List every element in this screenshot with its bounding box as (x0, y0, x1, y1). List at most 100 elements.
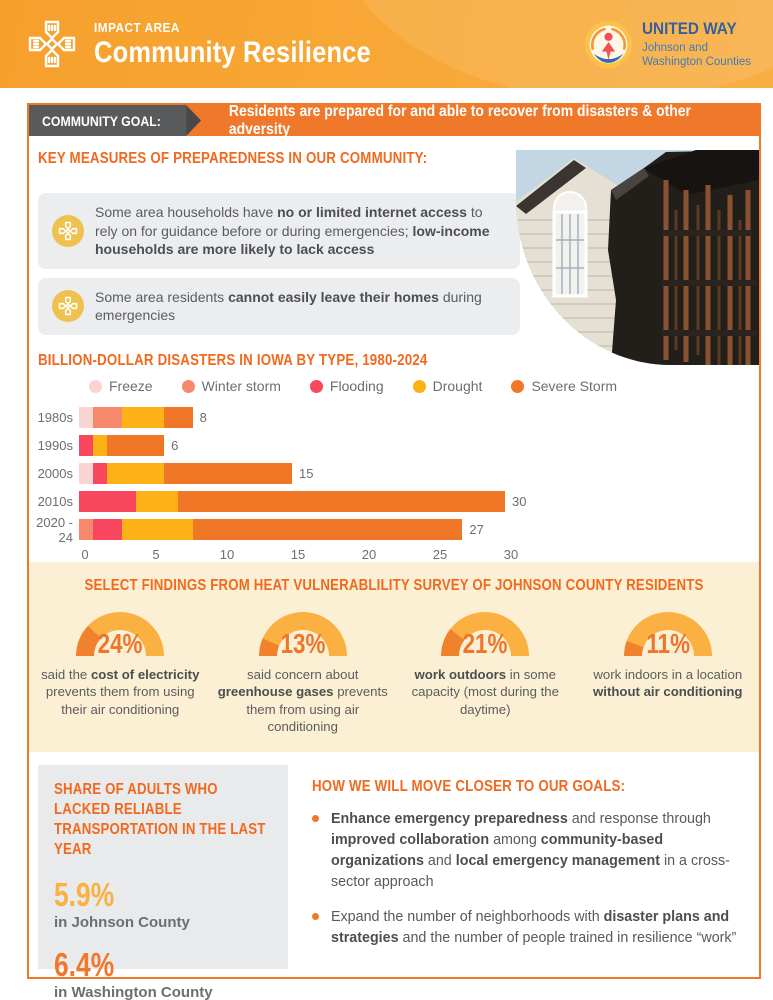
chart-category-label: 2000s (37, 466, 73, 482)
bullet-text: Enhance emergency preparedness and respo… (331, 809, 739, 892)
bottom-section: SHARE OF ADULTS WHO LACKED RELIABLE TRAN… (29, 752, 759, 1000)
chart-x-axis: 0 5 10 15 20 25 30 (81, 547, 518, 563)
text-run: in some capacity (most during the daytim… (411, 667, 559, 717)
x-axis-tick-label: 5 (152, 547, 160, 563)
gauge-value: 13% (280, 628, 326, 659)
united-way-logo: UNITED WAY Johnson and Washington Counti… (584, 19, 757, 69)
x-axis-tick-label: 20 (361, 547, 377, 563)
bar-segment-severe-storm (164, 463, 292, 485)
text-run: improved collaboration (331, 831, 490, 848)
callout-text: Some area households have no or limited … (95, 203, 506, 259)
gauge-value: 24% (97, 628, 143, 659)
bar-segment-winter-storm (93, 407, 122, 429)
bar-segment-severe-storm (192, 519, 463, 541)
text-run: cannot easily leave their homes (228, 288, 439, 305)
stacked-bar (79, 491, 505, 513)
chart-row: 2010s 30 (29, 491, 759, 513)
bullet-dot-icon (312, 815, 319, 822)
legend-item: Winter storm (181, 378, 281, 394)
callout-internet-access: Some area households have no or limited … (38, 193, 520, 269)
text-run: among (489, 831, 541, 848)
logo-org-text: Johnson and Washington Counties (642, 41, 751, 68)
chart-row: 1980s 8 (29, 407, 759, 429)
bar-segment-flooding (79, 435, 94, 457)
gauge-column: 21% work outdoors in some capacity (most … (394, 612, 577, 736)
bar-segment-severe-storm (178, 491, 505, 513)
gauge-caption: said concern about greenhouse gases prev… (217, 666, 390, 736)
text-run: prevents them from using air conditionin… (246, 684, 388, 735)
x-axis-tick-label: 15 (290, 547, 306, 563)
bar-segment-drought (107, 463, 165, 485)
legend-item: Severe Storm (511, 378, 617, 394)
gauge-value: 21% (462, 628, 508, 659)
goals-forward-block: HOW WE WILL MOVE CLOSER TO OUR GOALS: En… (312, 765, 739, 977)
logo-brand-text: UNITED WAY (642, 18, 737, 38)
text-run: during emergencies (95, 288, 482, 324)
goal-bullet: Expand the number of neighborhoods with … (312, 907, 739, 949)
text-run: local emergency management (455, 852, 660, 869)
stat-label: in Johnson County (54, 913, 190, 931)
text-run: greenhouse gases (217, 684, 334, 700)
goals-bullet-list: Enhance emergency preparedness and respo… (312, 809, 739, 949)
chevron-right-icon (186, 105, 202, 136)
text-run: low-income households are more likely to… (95, 222, 490, 258)
x-axis-tick-label: 25 (432, 547, 448, 563)
bar-segment-drought (93, 435, 108, 457)
chart-row: 1990s 6 (29, 435, 759, 457)
x-axis-tick-label: 10 (219, 547, 235, 563)
stat-washington-county: 6.4% in Washington County (54, 948, 272, 1000)
bar-total-label: 8 (199, 410, 207, 426)
stat-value: 6.4% (54, 945, 115, 983)
text-run: said the (41, 667, 91, 682)
bar-total-label: 30 (511, 494, 527, 510)
stat-label: in Washington County (54, 983, 213, 1000)
community-goal-label: COMMUNITY GOAL: (29, 105, 187, 136)
text-run: disaster plans and strategies (331, 909, 730, 947)
x-axis-tick-label: 30 (503, 547, 519, 563)
helping-hands-cross-icon (52, 290, 84, 323)
bar-total-label: 27 (469, 522, 484, 538)
bar-segment-drought (121, 519, 193, 541)
legend-label: Drought (432, 378, 483, 395)
bar-total-label: 6 (171, 438, 179, 454)
bar-segment-flooding (79, 491, 136, 513)
heat-survey-section: SELECT FINDINGS FROM HEAT VULNERABLILITY… (29, 562, 759, 752)
text-run: Some area households have (95, 204, 278, 220)
bullet-dot-icon (312, 913, 319, 921)
callout-text: Some area residents cannot easily leave … (95, 288, 506, 325)
legend-dot-icon (181, 379, 195, 393)
text-run: work indoors in a location (593, 667, 743, 682)
legend-item: Drought (412, 378, 483, 395)
x-axis-tick-label: 0 (81, 547, 89, 563)
community-goal-text: Residents are prepared for and able to r… (228, 102, 692, 138)
legend-label: Freeze (109, 378, 153, 395)
gauge-caption: said the cost of electricity prevents th… (34, 666, 207, 718)
bar-segment-flooding (93, 463, 108, 485)
bar-total-label: 15 (298, 466, 314, 482)
chart-row: 2000s 15 (29, 463, 759, 485)
text-run: and response through (567, 811, 711, 827)
legend-label: Flooding (329, 378, 384, 395)
legend-item: Flooding (309, 378, 384, 395)
bar-segment-freeze (79, 463, 94, 485)
page-title: Community Resilience (94, 36, 371, 70)
legend-dot-icon (511, 379, 525, 393)
page-header: IMPACT AREA Community Resilience UNITED … (0, 0, 773, 88)
bar-segment-freeze (79, 407, 94, 429)
fire-damaged-building-photo (516, 150, 759, 365)
bar-segment-severe-storm (107, 435, 165, 457)
text-run: no or limited internet access (277, 204, 467, 220)
text-run: work outdoors (414, 667, 507, 682)
text-run: cost of electricity (90, 667, 200, 682)
heat-survey-heading: SELECT FINDINGS FROM HEAT VULNERABLILITY… (84, 577, 704, 594)
text-run: and the number of people trained in resi… (398, 930, 737, 947)
gauge-column: 24% said the cost of electricity prevents… (29, 612, 212, 736)
stacked-bar (79, 519, 463, 541)
text-run: without air conditioning (593, 684, 743, 700)
transportation-stat-box: SHARE OF ADULTS WHO LACKED RELIABLE TRAN… (38, 765, 288, 1000)
community-goal-banner: COMMUNITY GOAL: Residents are prepared f… (29, 102, 759, 138)
chart-category-label: 2020 - 24 (36, 514, 73, 545)
legend-dot-icon (412, 379, 426, 393)
bar-segment-flooding (93, 519, 122, 541)
